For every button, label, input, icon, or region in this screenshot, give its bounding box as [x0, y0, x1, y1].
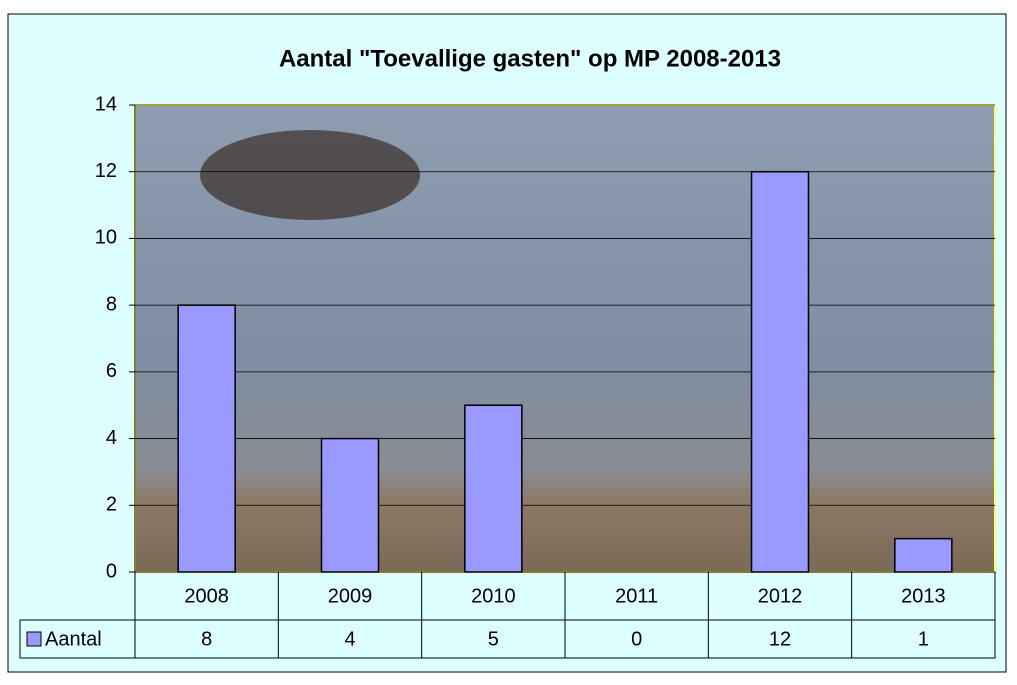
- x-tick-label: 2008: [184, 585, 229, 607]
- y-tick-label: 8: [106, 293, 117, 315]
- bar: [465, 405, 522, 572]
- x-tick-label: 2013: [901, 585, 946, 607]
- bar: [752, 172, 809, 572]
- y-tick-label: 14: [95, 93, 117, 115]
- y-tick-label: 10: [95, 227, 117, 249]
- bar: [322, 439, 379, 572]
- y-tick-label: 2: [106, 494, 117, 516]
- x-tick-label: 2012: [758, 585, 803, 607]
- table-value: 5: [488, 628, 499, 650]
- table-value: 12: [769, 628, 791, 650]
- legend-swatch: [27, 632, 41, 646]
- bar: [895, 539, 952, 572]
- y-tick-label: 12: [95, 160, 117, 182]
- table-value: 4: [344, 628, 355, 650]
- table-value: 8: [201, 628, 212, 650]
- page: {"chart_data": {"type": "bar", "title": …: [0, 0, 1017, 680]
- bar: [178, 305, 235, 572]
- y-tick-label: 6: [106, 360, 117, 382]
- x-tick-label: 2010: [471, 585, 516, 607]
- table-value: 0: [631, 628, 642, 650]
- chart: Aantal "Toevallige gasten" op MP 2008-20…: [0, 0, 1017, 680]
- legend-label: Aantal: [45, 628, 102, 650]
- x-tick-label: 2011: [615, 585, 658, 607]
- table-value: 1: [918, 628, 929, 650]
- chart-title: Aantal "Toevallige gasten" op MP 2008-20…: [279, 45, 781, 72]
- y-tick-label: 0: [106, 560, 117, 582]
- photo-bird: [200, 130, 420, 220]
- x-tick-label: 2009: [328, 585, 373, 607]
- y-tick-label: 4: [106, 427, 117, 449]
